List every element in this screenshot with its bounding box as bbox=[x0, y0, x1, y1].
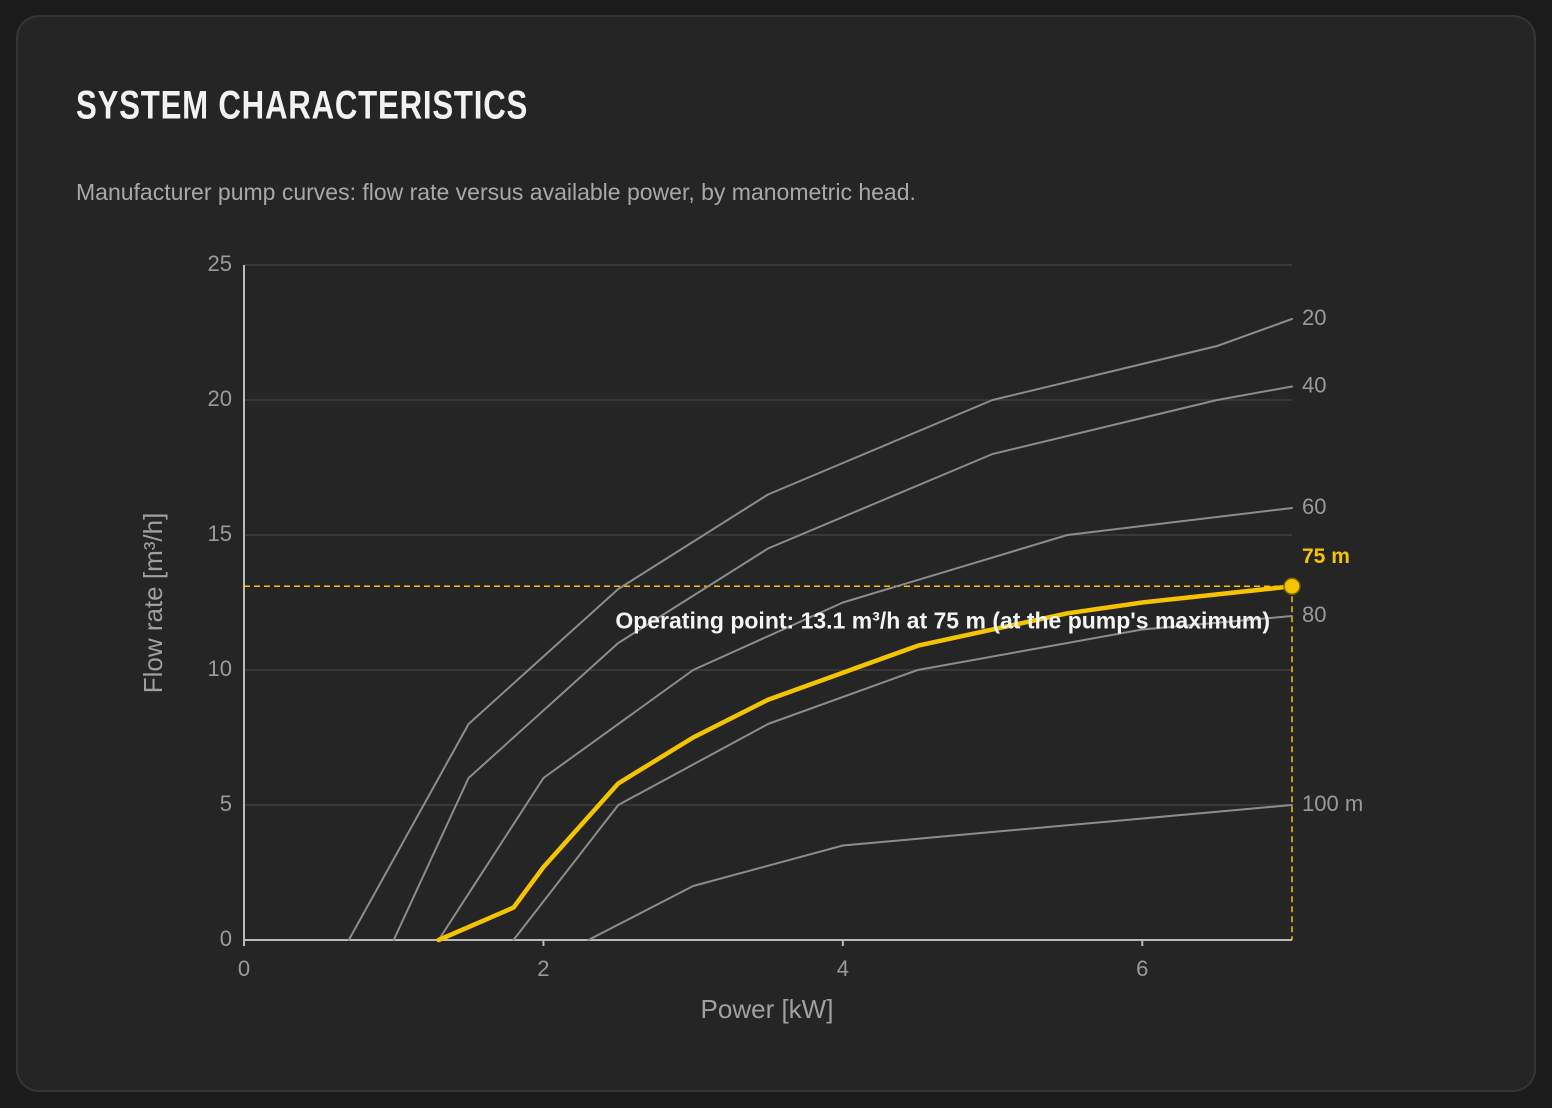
pump-curve bbox=[512, 615, 1293, 941]
operating-point bbox=[1283, 577, 1301, 596]
operating-point-label: Operating point: 13.1 m³/h at 75 m (at t… bbox=[615, 607, 1270, 633]
chart-subtitle: Manufacturer pump curves: flow rate vers… bbox=[76, 179, 916, 205]
pump-curve bbox=[437, 507, 1293, 941]
curve-label: 60 bbox=[1302, 494, 1326, 519]
y-tick-label: 10 bbox=[208, 656, 232, 681]
pump-curve bbox=[347, 318, 1293, 941]
pump-curve bbox=[392, 385, 1293, 941]
curve-label: 80 bbox=[1302, 602, 1326, 627]
y-tick-label: 15 bbox=[208, 521, 232, 546]
pump-curve bbox=[587, 804, 1293, 941]
card bbox=[16, 15, 1536, 1092]
y-tick-label: 0 bbox=[220, 926, 232, 951]
x-tick-label: 2 bbox=[537, 956, 549, 981]
y-tick-label: 20 bbox=[208, 386, 232, 411]
pump-curve bbox=[436, 584, 1295, 943]
curve-label: 75 m bbox=[1302, 545, 1350, 568]
x-axis-label: Power [kW] bbox=[701, 994, 834, 1024]
x-tick-label: 6 bbox=[1136, 956, 1148, 981]
y-tick-label: 25 bbox=[208, 251, 232, 276]
chart-title: SYSTEM CHARACTERISTICS bbox=[76, 83, 528, 128]
curve-label: 100 m bbox=[1302, 791, 1363, 816]
x-tick-label: 4 bbox=[837, 956, 849, 981]
curve-label: 20 bbox=[1302, 305, 1326, 330]
x-tick-label: 0 bbox=[238, 956, 250, 981]
y-axis-label: Flow rate [m³/h] bbox=[138, 513, 168, 694]
y-tick-label: 5 bbox=[220, 791, 232, 816]
curve-label: 40 bbox=[1302, 372, 1326, 397]
